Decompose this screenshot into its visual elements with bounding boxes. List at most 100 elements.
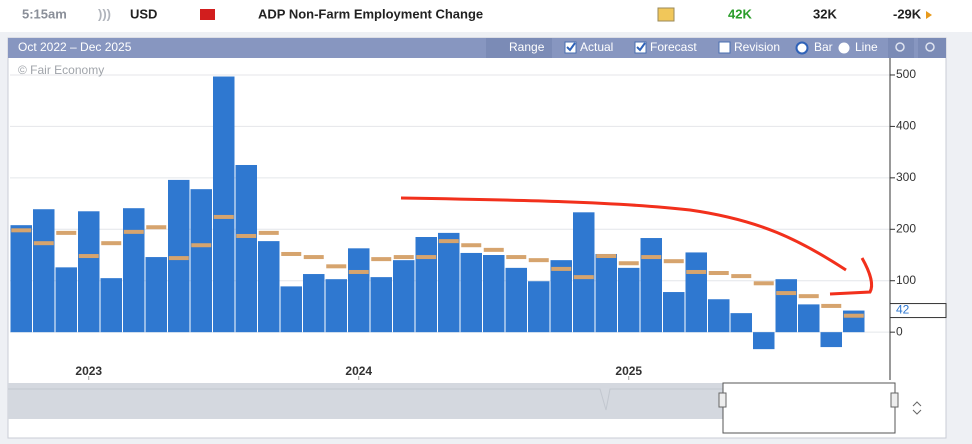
event-title[interactable]: ADP Non-Farm Employment Change <box>258 6 483 21</box>
chart-frame <box>7 37 947 439</box>
bar <box>573 212 595 333</box>
bar <box>55 267 77 333</box>
forecast-marker <box>753 281 774 286</box>
zoom-out[interactable] <box>918 38 946 58</box>
revision-checkbox[interactable] <box>718 41 731 54</box>
forecast-toggle[interactable]: Forecast <box>650 40 697 54</box>
bar <box>213 76 235 333</box>
bar <box>798 304 820 333</box>
forecast-marker <box>438 239 459 244</box>
scroll-arrows[interactable] <box>912 401 922 415</box>
forecast-marker <box>123 229 144 234</box>
forecast-marker <box>56 230 77 235</box>
forecast-checkbox[interactable] <box>634 41 647 54</box>
bar-radio[interactable] <box>795 41 809 55</box>
navigator-handle[interactable] <box>718 392 727 408</box>
forecast-marker <box>798 294 819 299</box>
forecast-marker <box>236 233 257 238</box>
forecast-marker <box>641 255 662 260</box>
forecast-marker <box>416 255 437 260</box>
range-text: Oct 2022 – Dec 2025 <box>18 40 132 54</box>
y-tick-label: 0 <box>896 324 903 338</box>
line-toggle[interactable]: Line <box>855 40 878 54</box>
event-previous: -29K <box>893 6 922 21</box>
bar <box>460 252 482 333</box>
bar <box>415 237 437 333</box>
bar <box>168 179 190 333</box>
bar <box>303 274 325 333</box>
copyright: © Fair Economy <box>18 63 104 77</box>
bar <box>438 232 460 333</box>
bar <box>190 189 212 333</box>
bar <box>100 278 122 333</box>
zoom-icon <box>895 42 905 52</box>
bar <box>33 209 55 333</box>
forecast-marker <box>78 254 99 259</box>
plot: 0 100 200 300 400 500 2023 2024 2025 42 <box>10 67 947 380</box>
bar <box>775 279 797 333</box>
y-tick-label: 500 <box>896 67 916 81</box>
forecast-marker <box>551 266 572 271</box>
range-button[interactable] <box>486 38 552 58</box>
forecast-marker <box>101 241 122 246</box>
event-forecast: 32K <box>813 6 837 21</box>
current-value: 42 <box>896 303 910 317</box>
zoom-in[interactable] <box>888 38 914 58</box>
bar <box>595 253 617 333</box>
forecast-marker <box>618 261 639 266</box>
y-tick-label: 400 <box>896 119 916 133</box>
forecast-marker <box>258 230 279 235</box>
bar <box>258 241 280 333</box>
event-row-bg <box>0 0 972 32</box>
navigator-handle[interactable] <box>890 392 899 408</box>
forecast-marker <box>11 228 32 233</box>
forecast-marker <box>461 243 482 248</box>
event-actual: 42K <box>728 6 752 21</box>
forecast-marker <box>596 254 617 259</box>
bar <box>550 260 572 333</box>
bar <box>123 208 145 333</box>
toolbar <box>8 38 946 58</box>
bar <box>753 332 775 350</box>
range-label[interactable]: Range <box>509 40 545 54</box>
forecast-marker <box>731 274 752 279</box>
x-tick-label: 2024 <box>345 364 372 378</box>
annotation-stroke <box>829 257 874 296</box>
forecast-marker <box>33 241 54 246</box>
bar <box>235 164 257 333</box>
bar <box>145 257 167 333</box>
forecast-marker <box>708 271 729 276</box>
bar <box>348 248 370 333</box>
bar-toggle[interactable]: Bar <box>814 40 833 54</box>
line-radio[interactable] <box>838 42 850 54</box>
forecast-marker <box>686 269 707 274</box>
revised-arrow <box>926 11 932 19</box>
check <box>566 42 576 52</box>
y-tick-label: 200 <box>896 221 916 235</box>
forecast-marker <box>303 255 324 260</box>
forecast-marker <box>213 214 234 219</box>
forecast-marker <box>843 313 864 318</box>
actual-toggle[interactable]: Actual <box>580 40 613 54</box>
bar <box>708 299 730 333</box>
navigator[interactable] <box>8 383 723 419</box>
y-tick-label: 300 <box>896 170 916 184</box>
forecast-marker <box>506 255 527 260</box>
forecast-marker <box>483 247 504 252</box>
impact-icon <box>200 9 215 20</box>
event-time: 5:15am <box>22 6 67 21</box>
actual-checkbox[interactable] <box>564 41 577 54</box>
y-tick-label: 100 <box>896 273 916 287</box>
revision-toggle[interactable]: Revision <box>734 40 780 54</box>
navigator-window[interactable] <box>722 382 896 434</box>
bar <box>370 277 392 333</box>
forecast-marker <box>146 225 167 230</box>
detail-icon[interactable] <box>657 7 675 22</box>
bar <box>685 252 707 333</box>
forecast-marker <box>371 257 392 262</box>
forecast-marker <box>168 256 189 261</box>
alert-icon[interactable]: ))) <box>98 6 111 21</box>
x-tick-label: 2025 <box>615 364 642 378</box>
